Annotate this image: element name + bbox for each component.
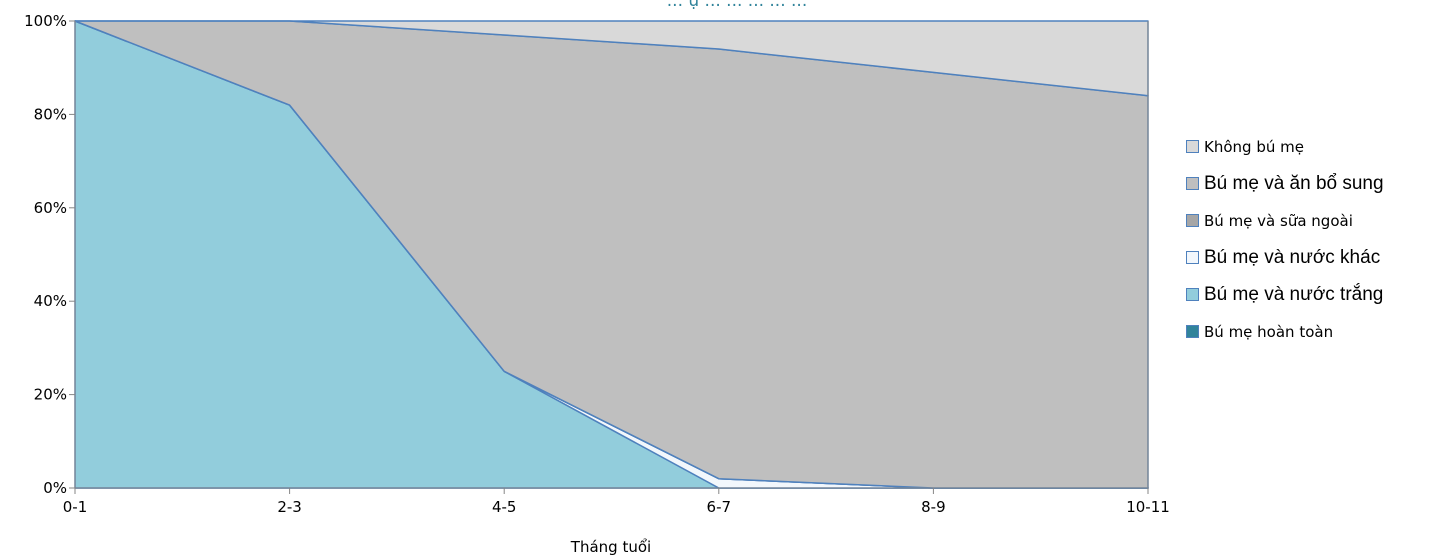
legend-item: Bú mẹ và sữa ngoài	[1186, 202, 1454, 239]
legend-label: Bú mẹ và nước trắng	[1204, 283, 1384, 305]
legend-swatch	[1186, 325, 1199, 338]
x-tick-label: 10-11	[1126, 498, 1170, 516]
x-axis-label: Tháng tuổi	[570, 538, 651, 555]
y-tick-label: 20%	[34, 386, 67, 404]
legend-label: Bú mẹ và nước khác	[1204, 246, 1381, 268]
y-tick-label: 60%	[34, 199, 67, 217]
legend-swatch	[1186, 177, 1199, 190]
x-tick-label: 6-7	[707, 498, 732, 516]
legend-swatch	[1186, 214, 1199, 227]
legend-item: Không bú mẹ	[1186, 128, 1454, 165]
legend-item: Bú mẹ và nước khác	[1186, 239, 1454, 276]
y-tick-label: 0%	[43, 479, 67, 497]
legend: Không bú mẹ Bú mẹ và ăn bổ sung Bú mẹ và s…	[1186, 128, 1454, 350]
legend-swatch	[1186, 251, 1199, 264]
legend-swatch	[1186, 288, 1199, 301]
chart-title-partial: ... ụ ... ... ... ... ...	[667, 0, 807, 11]
axes-group	[69, 20, 1149, 494]
legend-item: Bú mẹ hoàn toàn	[1186, 313, 1454, 350]
legend-label: Bú mẹ hoàn toàn	[1204, 322, 1334, 341]
x-tick-label: 0-1	[63, 498, 88, 516]
legend-label: Không bú mẹ	[1204, 137, 1304, 156]
x-tick-label: 4-5	[492, 498, 517, 516]
legend-swatch	[1186, 140, 1199, 153]
y-tick-label: 100%	[24, 12, 67, 30]
y-tick-label: 40%	[34, 292, 67, 310]
y-tick-label: 80%	[34, 105, 67, 123]
legend-label: Bú mẹ và ăn bổ sung	[1204, 172, 1384, 194]
legend-item: Bú mẹ và ăn bổ sung	[1186, 165, 1454, 202]
area-series-group	[74, 20, 1149, 489]
x-tick-label: 8-9	[921, 498, 946, 516]
x-tick-label: 2-3	[277, 498, 302, 516]
legend-label: Bú mẹ và sữa ngoài	[1204, 211, 1353, 230]
legend-item: Bú mẹ và nước trắng	[1186, 276, 1454, 313]
tick-labels-group: 0% 20% 40% 60% 80% 100% 0-1 2-3 4-5 6-7 8-9 10-11	[24, 12, 1170, 516]
